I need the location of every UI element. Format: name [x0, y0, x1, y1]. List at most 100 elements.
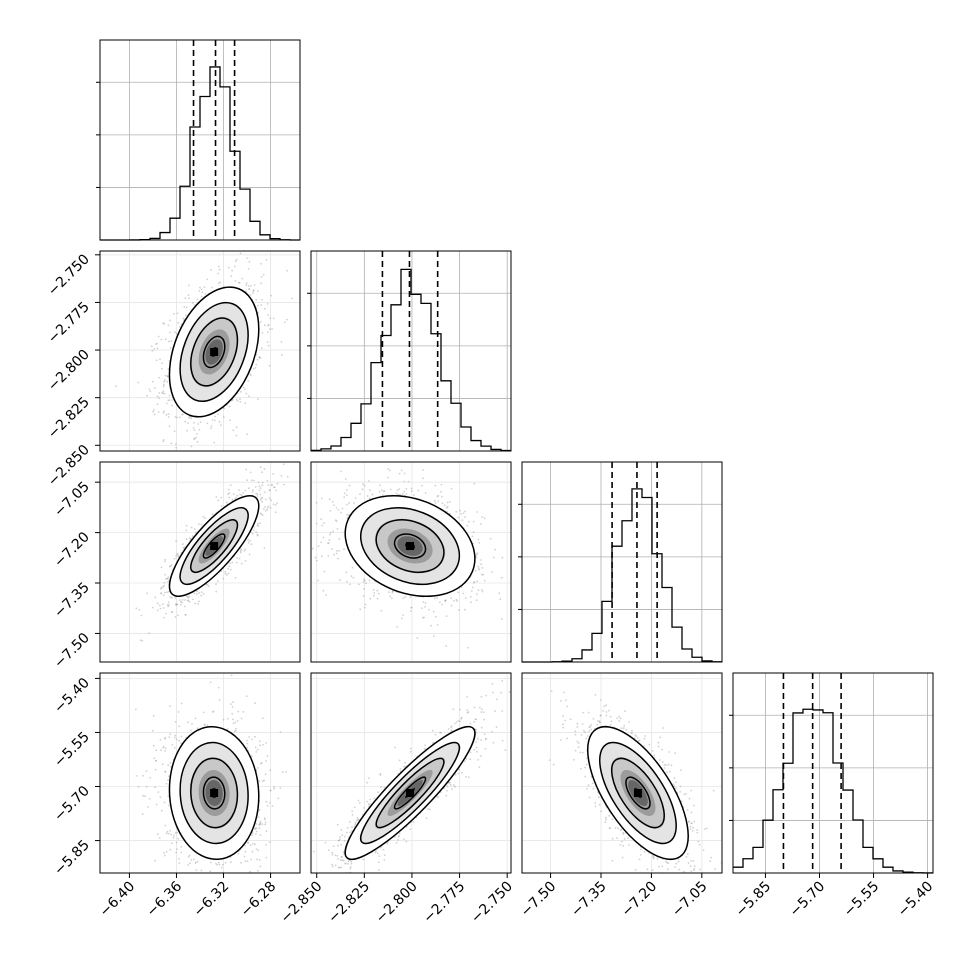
sample-point [139, 639, 142, 642]
sample-point [206, 422, 209, 425]
sample-point [175, 602, 178, 605]
sample-point [156, 342, 158, 345]
sample-point [167, 368, 170, 371]
sample-point [162, 603, 164, 605]
sample-point [473, 482, 476, 485]
sample-point [361, 488, 364, 491]
sample-point [366, 495, 369, 497]
sample-point [169, 347, 172, 349]
sample-point [430, 624, 432, 627]
sample-point [335, 552, 338, 555]
sample-point [174, 616, 177, 618]
sample-point [260, 513, 263, 515]
sample-point [320, 555, 323, 558]
sample-point [483, 517, 486, 520]
sample-point [220, 496, 223, 499]
sample-point [173, 557, 176, 560]
sample-point [197, 602, 200, 605]
sample-point [450, 597, 452, 600]
sample-point [266, 303, 269, 305]
sample-point [305, 492, 307, 494]
sample-point [301, 430, 303, 432]
sample-point [202, 515, 205, 518]
sample-point [193, 438, 196, 440]
sample-point [472, 531, 475, 533]
density-peak-1-0 [210, 347, 219, 356]
sample-point [441, 495, 443, 498]
sample-point [217, 413, 220, 415]
sample-point [470, 601, 472, 604]
sample-point [203, 723, 206, 726]
sample-point [444, 599, 446, 602]
sample-point [396, 626, 399, 628]
sample-point [376, 589, 379, 592]
sample-point [315, 559, 318, 562]
sample-point [200, 591, 203, 593]
sample-point [156, 609, 159, 612]
sample-point [177, 556, 180, 558]
sample-point [266, 479, 269, 482]
sample-point [189, 862, 191, 865]
sample-point [464, 510, 466, 513]
sample-point [348, 502, 350, 504]
sample-point [453, 599, 455, 602]
sample-point [115, 385, 117, 388]
sample-point [198, 429, 201, 431]
sample-point [457, 516, 460, 519]
sample-point [398, 472, 401, 475]
sample-point [269, 506, 272, 509]
sample-point [261, 481, 264, 484]
sample-point [194, 531, 197, 534]
sample-point [256, 495, 259, 497]
sample-point [234, 721, 237, 724]
sample-point [476, 593, 478, 595]
sample-point [338, 549, 340, 552]
sample-point [432, 610, 435, 613]
sample-point [228, 405, 231, 408]
sample-point [256, 493, 259, 495]
sample-point [262, 273, 265, 276]
sample-point [217, 272, 220, 275]
sample-point [346, 513, 348, 516]
histogram-step-2 [522, 488, 722, 663]
sample-point [477, 538, 480, 541]
sample-point [181, 413, 184, 416]
sample-point [156, 347, 159, 350]
sample-point [445, 615, 448, 617]
sample-point [180, 600, 182, 603]
sample-point [259, 834, 262, 836]
sample-point [154, 859, 157, 862]
sample-point [276, 482, 279, 485]
sample-point [184, 599, 186, 601]
histogram-1-frame [310, 250, 512, 452]
sample-point [163, 801, 166, 804]
sample-point [434, 615, 437, 618]
sample-point [239, 550, 242, 552]
sample-point [389, 488, 392, 491]
sample-point [369, 489, 371, 491]
sample-point [217, 265, 220, 268]
sample-point [190, 445, 193, 448]
sample-point [209, 870, 212, 873]
sample-point [456, 600, 458, 602]
sample-point [373, 592, 376, 594]
sample-point [216, 864, 219, 866]
sample-point [468, 520, 470, 523]
panel-content-1-0 [100, 251, 300, 451]
sample-point [259, 512, 262, 515]
sample-point [200, 288, 203, 291]
sample-point [348, 583, 351, 586]
sample-point [265, 258, 268, 261]
sample-point [183, 306, 186, 308]
sample-point [220, 570, 223, 573]
sample-point [154, 387, 156, 389]
sample-point [175, 332, 178, 335]
sample-point [216, 580, 219, 583]
sample-point [348, 484, 351, 487]
sample-point [162, 412, 165, 414]
sample-point [257, 525, 260, 527]
sample-point [244, 402, 247, 405]
sample-point [206, 278, 209, 281]
sample-point [184, 613, 187, 616]
sample-point [340, 511, 342, 514]
